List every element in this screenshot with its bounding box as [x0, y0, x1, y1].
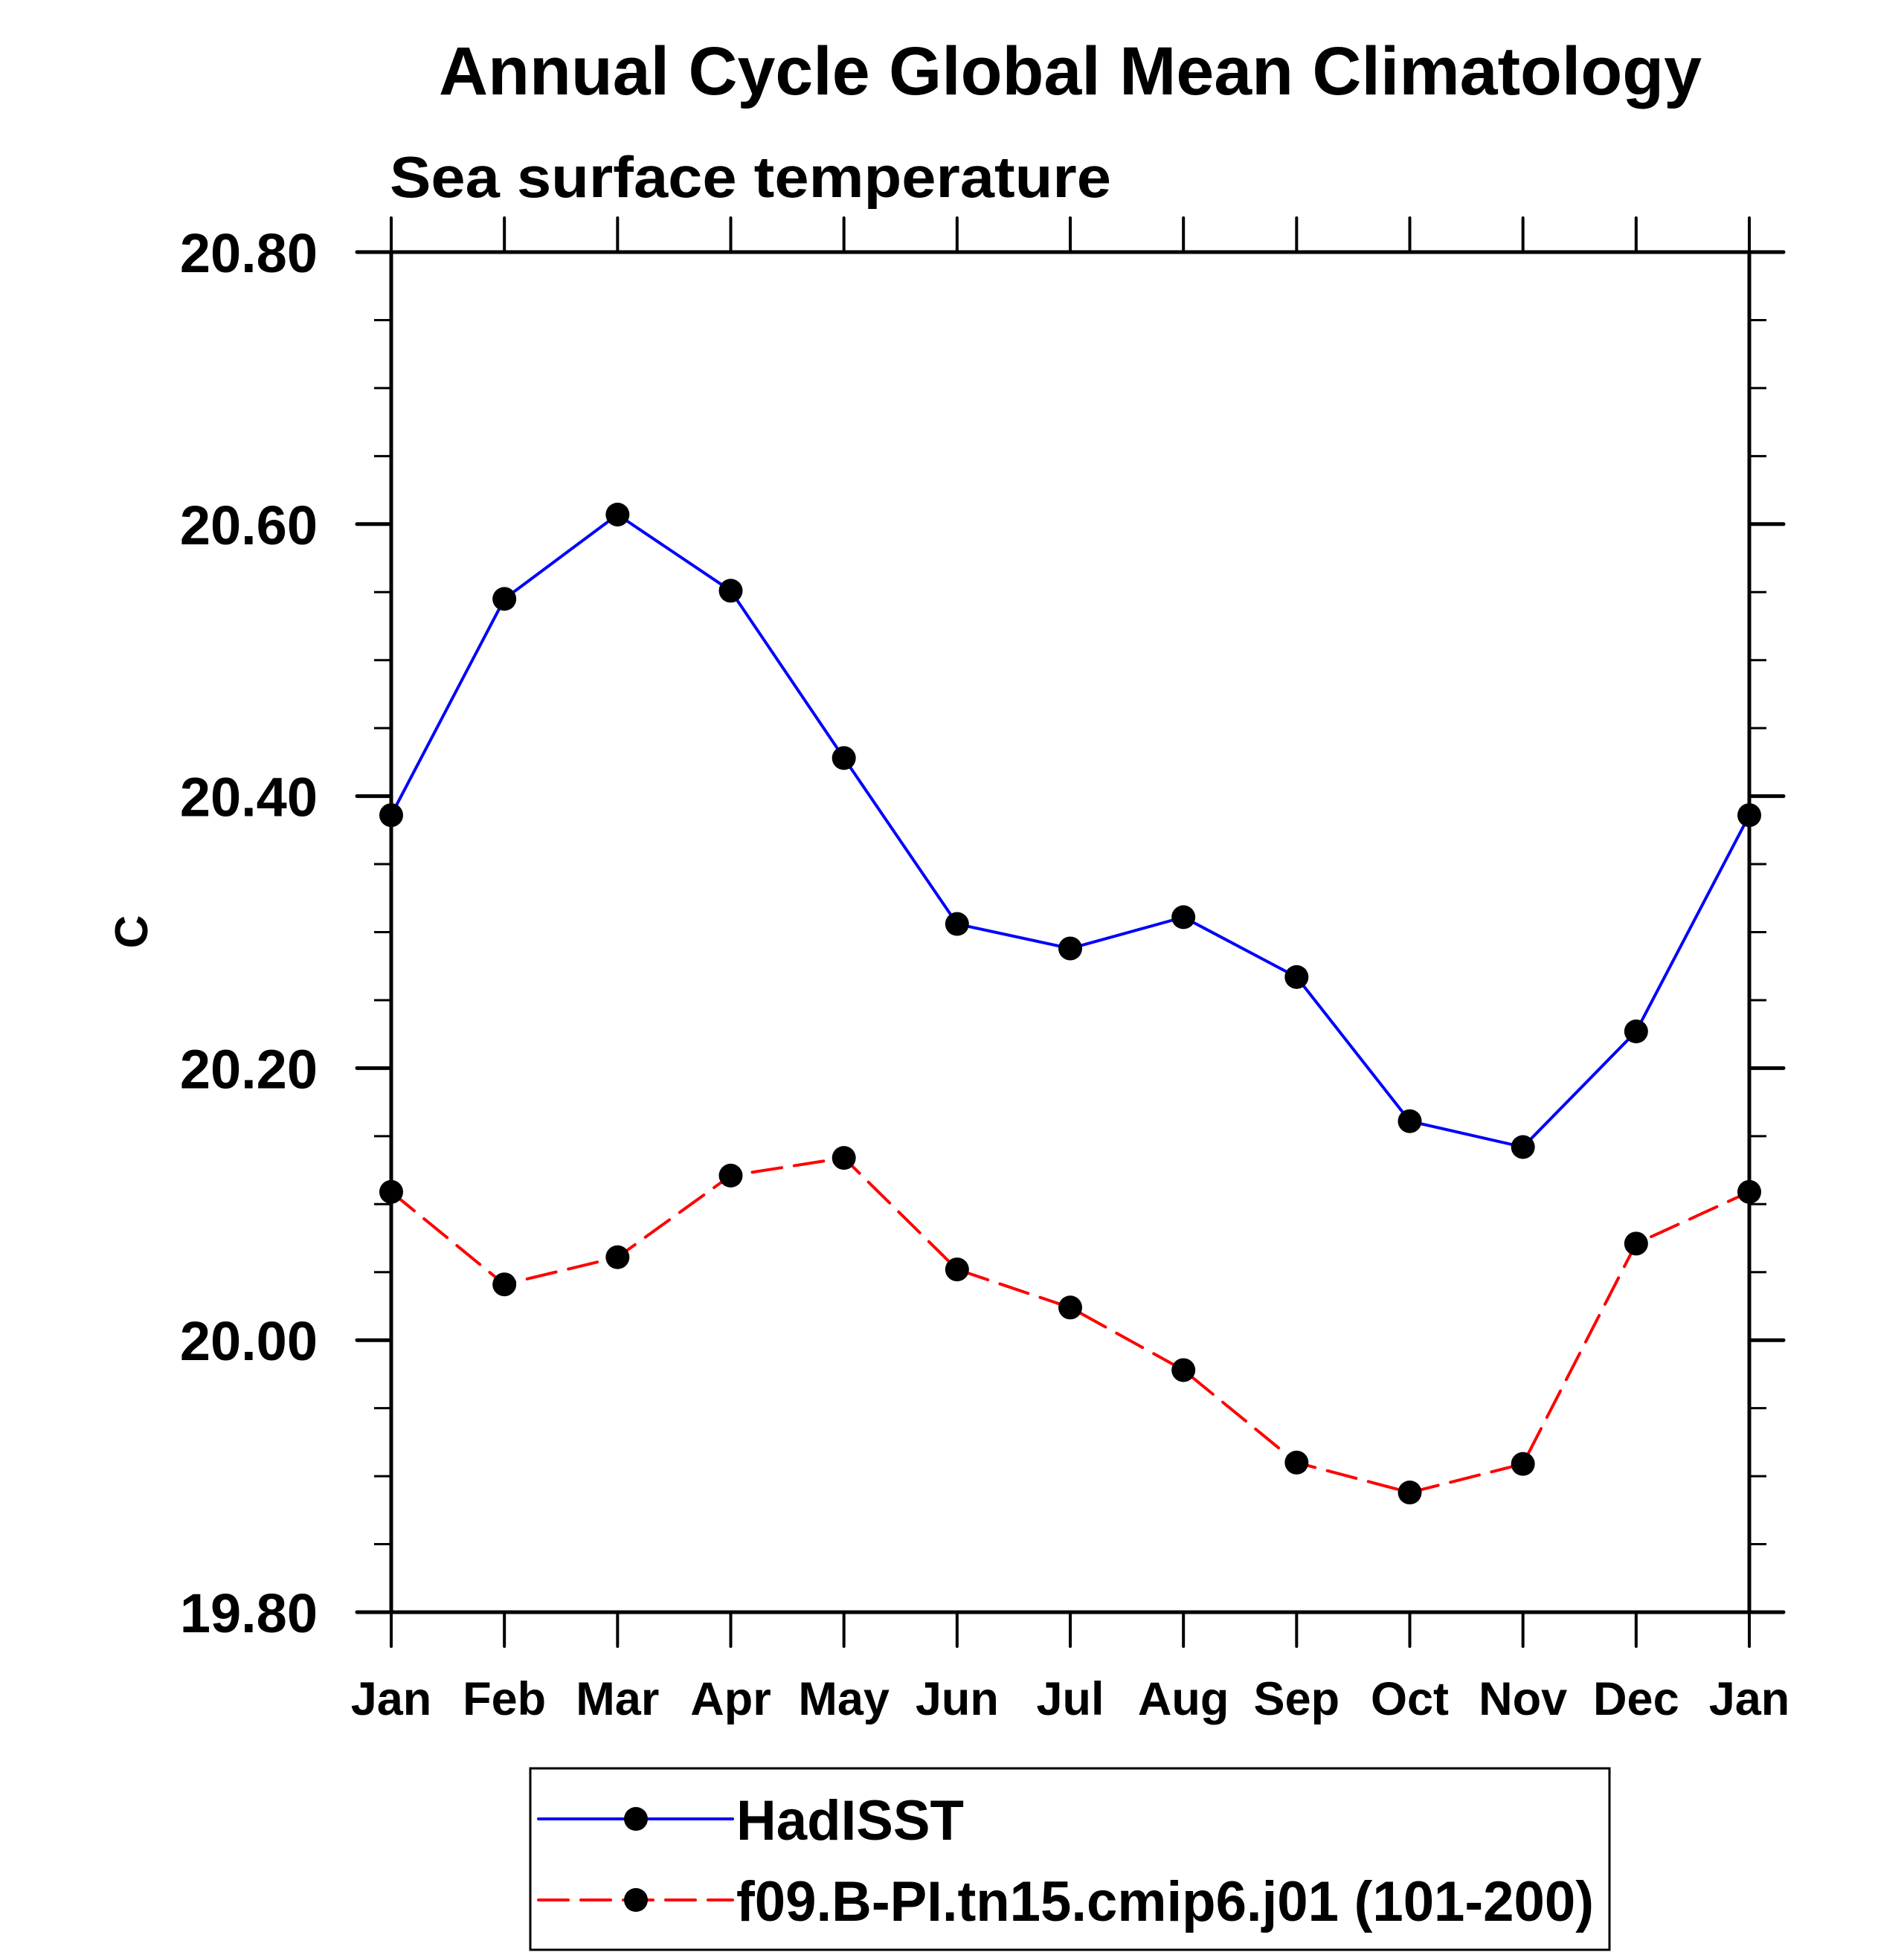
legend-item: HadISST: [537, 1789, 964, 1852]
x-tick-label: Jun: [916, 1673, 999, 1725]
axis-ticks: [355, 216, 1786, 1648]
series-model: [379, 1146, 1761, 1505]
y-tick-label: 20.60: [180, 495, 318, 556]
data-point-marker: [945, 912, 969, 936]
data-point-marker: [1624, 1231, 1648, 1256]
x-tick-label: May: [798, 1673, 890, 1725]
data-point-marker: [1398, 1481, 1422, 1505]
chart-title: Annual Cycle Global Mean Climatology: [439, 33, 1702, 109]
y-tick-label: 20.80: [180, 222, 318, 284]
y-tick-label: 20.40: [180, 767, 318, 828]
legend-item: f09.B-PI.tn15.cmip6.j01 (101-200): [537, 1870, 1594, 1933]
x-tick-label: Mar: [576, 1673, 659, 1725]
legend-marker-icon: [624, 1807, 648, 1831]
x-tick-label: Jan: [351, 1673, 432, 1725]
legend-label: HadISST: [736, 1789, 964, 1852]
legend: HadISST f09.B-PI.tn15.cmip6.j01 (101-200): [529, 1767, 1611, 1951]
data-point-marker: [718, 579, 743, 603]
data-point-marker: [605, 1245, 630, 1269]
data-point-marker: [832, 1146, 856, 1170]
data-point-marker: [1171, 1358, 1196, 1382]
x-tick-label: Jul: [1036, 1673, 1104, 1725]
data-point-marker: [1398, 1109, 1422, 1133]
x-tick-label: Dec: [1593, 1673, 1679, 1725]
legend-box: [529, 1767, 1611, 1951]
x-tick-label: Sep: [1254, 1673, 1340, 1725]
plot-frame: [389, 250, 1752, 1614]
x-tick-label: Oct: [1371, 1673, 1449, 1725]
legend-label: f09.B-PI.tn15.cmip6.j01 (101-200): [736, 1870, 1594, 1933]
chart-subtitle: Sea surface temperature: [390, 144, 1111, 210]
x-tick-label: Aug: [1138, 1673, 1229, 1725]
data-point-marker: [1058, 936, 1082, 961]
x-tick-label: Nov: [1479, 1673, 1567, 1725]
data-point-marker: [1171, 905, 1196, 930]
x-tick-label: Jan: [1709, 1673, 1790, 1725]
y-tick-label: 19.80: [180, 1582, 318, 1644]
data-point-marker: [492, 587, 517, 611]
x-tick-label: Apr: [690, 1673, 771, 1725]
data-point-marker: [945, 1257, 969, 1282]
y-tick-label: 20.20: [180, 1038, 318, 1100]
data-point-marker: [718, 1163, 743, 1188]
data-point-marker: [832, 746, 856, 770]
y-tick-labels: 19.80 20.00 20.20 20.40 20.60 20.80: [180, 222, 318, 1644]
data-point-marker: [492, 1272, 517, 1297]
data-point-marker: [605, 502, 630, 526]
data-point-marker: [1058, 1295, 1082, 1320]
legend-marker-icon: [624, 1888, 648, 1912]
x-tick-label: Feb: [463, 1673, 546, 1725]
data-point-marker: [1284, 1450, 1309, 1475]
y-tick-label: 20.00: [180, 1310, 318, 1372]
x-tick-labels: Jan Feb Mar Apr May Jun Jul Aug Sep Oct Nov Dec Jan: [351, 1673, 1790, 1725]
y-axis-label: C: [106, 915, 158, 949]
data-point-marker: [1511, 1135, 1535, 1159]
data-point-marker: [1624, 1020, 1648, 1044]
data-point-marker: [1511, 1452, 1535, 1476]
series-hadisst: [379, 502, 1761, 1159]
data-point-marker: [1284, 964, 1309, 989]
series-layer: [379, 502, 1761, 1505]
